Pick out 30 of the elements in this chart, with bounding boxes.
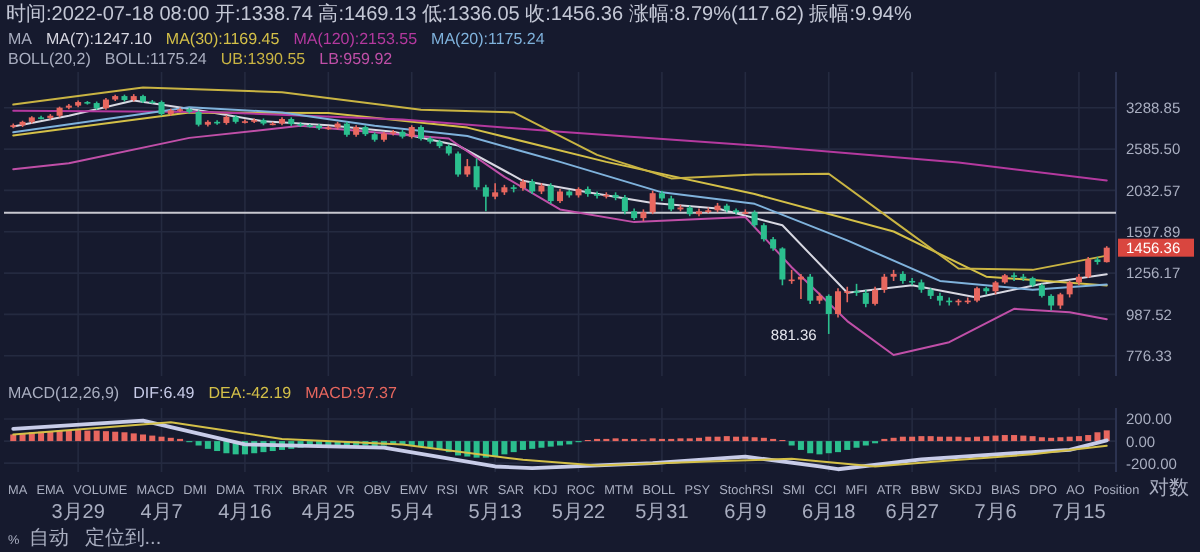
text: MA(20):1175.24 xyxy=(431,30,546,48)
text: LB:959.92 xyxy=(319,50,394,68)
text: MA(120):2153.55 xyxy=(293,30,419,48)
x-tick-label: 4月25 xyxy=(301,502,356,524)
x-tick-label: 5月22 xyxy=(551,502,607,524)
x-tick-label: 5月4 xyxy=(390,502,434,524)
text: BOLL:1175.24 xyxy=(104,50,208,68)
x-tick-label: 3月29 xyxy=(51,502,106,524)
x-tick-label: 7月6 xyxy=(974,502,1018,524)
x-tick-label: 6月18 xyxy=(802,502,857,524)
series-label: UB:1390.55 xyxy=(220,50,307,68)
series-label: DIF:6.49 xyxy=(133,384,196,402)
text: 定位到... xyxy=(84,526,162,550)
x-tick-label: 5月31 xyxy=(635,502,690,524)
text: MA(7):1247.10 xyxy=(46,30,153,48)
x-tick-label: 6月9 xyxy=(724,502,768,524)
text: BOLL(20,2) xyxy=(8,50,92,68)
x-tick-label: 7月15 xyxy=(1052,502,1107,524)
chart-title: MACD(12,26,9) xyxy=(8,384,120,402)
text: 自动 xyxy=(28,526,69,550)
x-tick-label: 4月16 xyxy=(218,502,273,524)
text: MA(30):1169.45 xyxy=(165,30,281,48)
text: MACD:97.37 xyxy=(305,384,398,402)
x-tick-label: 6月27 xyxy=(885,502,940,524)
chart-title: 时间:2022-07-18 08:00 开:1338.74 高:1469.13 低:1336.05 收:1456.36 涨幅:8.79%(117.62) 振幅:9.94% xyxy=(6,2,912,26)
legend-title: MA xyxy=(8,30,34,48)
series-label: DEA:-42.19 xyxy=(208,384,293,402)
text: 对数 xyxy=(1148,476,1189,500)
x-tick-label: 5月13 xyxy=(468,502,523,524)
x-tick-label: 4月7 xyxy=(140,502,184,524)
